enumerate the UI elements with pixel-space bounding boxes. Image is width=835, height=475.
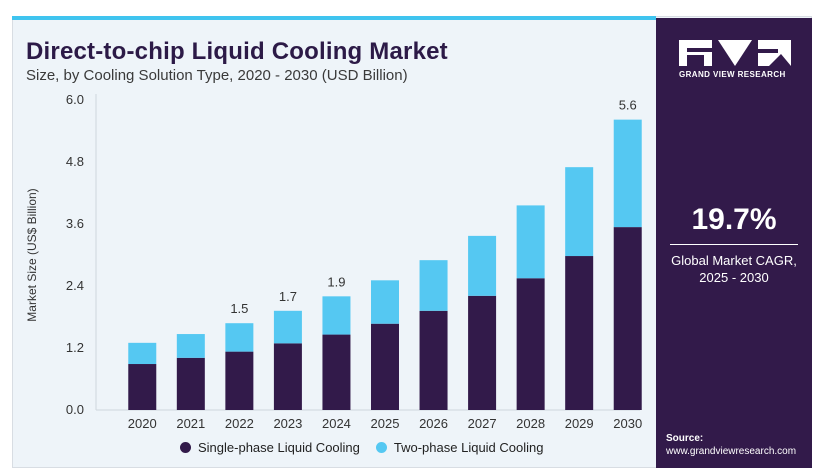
- legend-item-single-phase: Single-phase Liquid Cooling: [180, 440, 360, 455]
- gvr-logo-icon: [679, 40, 791, 66]
- bar-single-phase-2027: [468, 295, 497, 410]
- y-tick-label: 4.8: [66, 154, 84, 169]
- bar-two-phase-2025: [371, 280, 399, 324]
- bar-two-phase-2022: [225, 323, 254, 352]
- bar-two-phase-2026: [419, 260, 448, 311]
- source-label: Source:: [666, 433, 704, 444]
- bar-two-phase-2030: [613, 119, 642, 228]
- brand-panel: [656, 18, 812, 468]
- chart-bars: [128, 119, 642, 410]
- chart-legend: Single-phase Liquid Cooling Two-phase Li…: [180, 440, 560, 455]
- x-tick-label: 2020: [128, 416, 157, 431]
- source-note: Source: www.grandviewresearch.com: [666, 432, 796, 458]
- y-tick-label: 0.0: [66, 402, 84, 417]
- legend-swatch-two-phase: [375, 442, 387, 453]
- bar-two-phase-2021: [176, 334, 205, 358]
- x-tick-label: 2024: [322, 416, 351, 431]
- cagr-label-line2: 2025 - 2030: [699, 270, 769, 285]
- bar-two-phase-2023: [273, 310, 302, 344]
- legend-swatch-single-phase: [180, 442, 191, 453]
- bar-single-phase-2028: [516, 278, 545, 410]
- x-tick-label: 2021: [176, 416, 205, 431]
- brand-name: GRAND VIEW RESEARCH: [679, 70, 786, 79]
- x-tick-label: 2027: [468, 416, 497, 431]
- data-label-2022: 1.5: [230, 301, 248, 316]
- y-axis-label: Market Size (US$ Billion): [25, 188, 39, 321]
- x-tick-label: 2029: [565, 416, 594, 431]
- bar-two-phase-2027: [468, 235, 497, 296]
- chart-axes: 0.0 1.2 2.4 3.6 4.8 6.0 Market Size (US$ Billi…: [25, 92, 642, 431]
- x-tick-label: 2028: [516, 416, 545, 431]
- data-label-2030: 5.6: [619, 98, 637, 113]
- accent-bar: [12, 16, 656, 20]
- legend-label-two-phase: Two-phase Liquid Cooling: [393, 440, 544, 455]
- data-label-2024: 1.9: [327, 274, 345, 289]
- x-tick-label: 2026: [419, 416, 448, 431]
- y-tick-label: 2.4: [66, 278, 84, 293]
- chart-data-labels: 1.5 1.7 1.9 5.6: [230, 98, 636, 317]
- bar-single-phase-2021: [176, 357, 205, 410]
- y-tick-label: 6.0: [66, 92, 84, 107]
- x-tick-label: 2023: [273, 416, 302, 431]
- bar-single-phase-2025: [371, 323, 399, 410]
- bar-two-phase-2020: [128, 342, 157, 365]
- cagr-divider: [670, 244, 798, 245]
- x-tick-label: 2022: [225, 416, 254, 431]
- cagr-label: Global Market CAGR, 2025 - 2030: [656, 252, 812, 286]
- chart-subtitle: Size, by Cooling Solution Type, 2020 - 2…: [26, 67, 408, 84]
- x-tick-label: 2030: [613, 416, 642, 431]
- bar-single-phase-2023: [273, 343, 302, 410]
- y-tick-label: 3.6: [66, 216, 84, 231]
- chart-title: Direct-to-chip Liquid Cooling Market: [26, 38, 448, 65]
- bar-two-phase-2024: [322, 296, 351, 335]
- bar-single-phase-2026: [419, 310, 448, 410]
- cagr-label-line1: Global Market CAGR,: [671, 253, 797, 268]
- data-label-2023: 1.7: [279, 289, 297, 304]
- bar-single-phase-2030: [613, 227, 642, 410]
- bar-single-phase-2029: [565, 256, 594, 410]
- legend-item-two-phase: Two-phase Liquid Cooling: [375, 440, 544, 455]
- bar-single-phase-2024: [322, 334, 351, 410]
- cagr-value: 19.7%: [691, 203, 777, 236]
- legend-label-single-phase: Single-phase Liquid Cooling: [198, 440, 360, 455]
- source-url[interactable]: www.grandviewresearch.com: [666, 446, 797, 457]
- y-tick-label: 1.2: [66, 340, 84, 355]
- x-tick-label: 2025: [371, 416, 400, 431]
- bar-single-phase-2022: [225, 351, 254, 410]
- bar-single-phase-2020: [128, 364, 157, 410]
- bar-two-phase-2028: [516, 205, 545, 279]
- bar-two-phase-2029: [565, 167, 594, 257]
